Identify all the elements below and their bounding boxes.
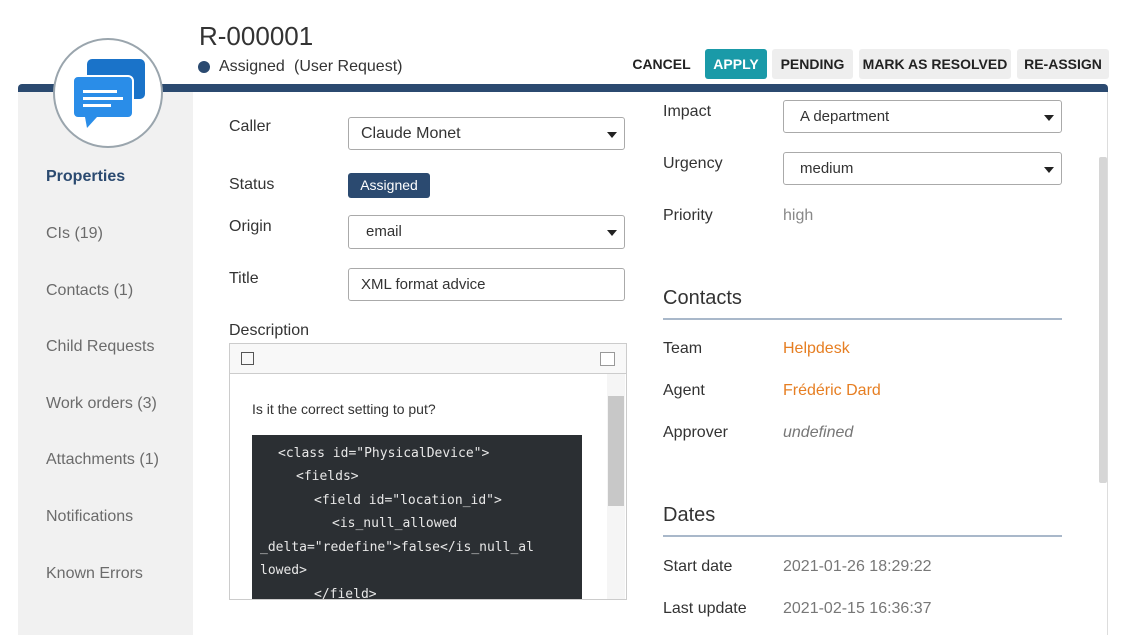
field-label: Description — [229, 322, 310, 339]
field-label: Priority — [663, 207, 713, 224]
code-line: </field> — [314, 587, 377, 600]
tab[interactable]: Known Errors — [46, 565, 143, 582]
scroll-thumb[interactable] — [608, 396, 624, 506]
start-date: 2021-01-26 18:29:22 — [783, 558, 932, 575]
title-input[interactable]: XML format advice — [348, 268, 625, 301]
agent-link[interactable]: Frédéric Dard — [783, 382, 881, 399]
field-label: Start date — [663, 558, 733, 575]
field-label: Team — [663, 340, 703, 357]
ticket-icon — [53, 38, 163, 148]
team-link[interactable]: Helpdesk — [783, 340, 850, 357]
pending-button[interactable]: PENDING — [772, 49, 853, 79]
field-label: Agent — [663, 382, 705, 399]
field-label: Approver — [663, 424, 728, 441]
caller-select[interactable]: Claude Monet — [348, 117, 625, 150]
field-label: Impact — [663, 103, 712, 120]
status-dot — [198, 61, 210, 73]
ticket-ref: R-000001 — [199, 21, 314, 51]
code-block: <class id="PhysicalDevice"> <fields> <fi… — [252, 435, 582, 600]
apply-button[interactable]: APPLY — [705, 49, 767, 79]
priority-value: high — [783, 207, 814, 224]
field-label: Caller — [229, 118, 271, 135]
tab[interactable]: Child Requests — [46, 338, 155, 355]
page-scrollbar[interactable] — [1099, 157, 1107, 483]
field-label: Title — [229, 270, 259, 287]
section-rule — [663, 535, 1062, 537]
tab[interactable]: Notifications — [46, 508, 134, 525]
field-label: Last update — [663, 600, 747, 617]
section-title: Dates — [663, 504, 716, 526]
tab[interactable]: Properties — [46, 168, 126, 185]
sidebar — [18, 92, 193, 635]
status-text: Assigned — [219, 58, 285, 75]
maximize-icon[interactable] — [241, 352, 254, 365]
field-label: Status — [229, 176, 275, 193]
origin-select[interactable]: email — [348, 215, 625, 249]
code-line: <class id="PhysicalDevice"> — [278, 446, 490, 461]
chat-icon — [72, 59, 145, 128]
resolve-button[interactable]: MARK AS RESOLVED — [859, 49, 1011, 79]
reassign-button[interactable]: RE-ASSIGN — [1017, 49, 1109, 79]
code-line: <field id="location_id"> — [314, 493, 502, 508]
approver-value: undefined — [783, 424, 854, 441]
editor-scrollbar[interactable] — [607, 374, 625, 599]
toolbar-menu[interactable] — [600, 352, 615, 366]
description-text: Is it the correct setting to put? — [252, 401, 436, 417]
description-editor[interactable]: Is it the correct setting to put? <class… — [229, 343, 627, 600]
editor-toolbar — [230, 344, 626, 374]
tab[interactable]: CIs (19) — [46, 225, 103, 242]
cancel-button[interactable]: CANCEL — [632, 56, 691, 72]
code-line: _delta="redefine">false</is_null_al — [260, 540, 534, 555]
tab[interactable]: Attachments (1) — [46, 451, 159, 468]
field-label: Urgency — [663, 155, 723, 172]
code-line: <fields> — [296, 469, 359, 484]
status-badge: Assigned — [348, 173, 430, 198]
class-text: (User Request) — [294, 58, 403, 75]
impact-select[interactable]: A department — [783, 100, 1062, 133]
update-date: 2021-02-15 16:36:37 — [783, 600, 932, 617]
section-rule — [663, 318, 1062, 320]
tab[interactable]: Contacts (1) — [46, 282, 134, 299]
urgency-select[interactable]: medium — [783, 152, 1062, 185]
code-line: <is_null_allowed — [332, 516, 458, 531]
tab[interactable]: Work orders (3) — [46, 395, 157, 412]
field-label: Origin — [229, 218, 272, 235]
code-line: lowed> — [260, 563, 307, 578]
section-title: Contacts — [663, 287, 742, 309]
card-top-bar — [18, 84, 1108, 92]
